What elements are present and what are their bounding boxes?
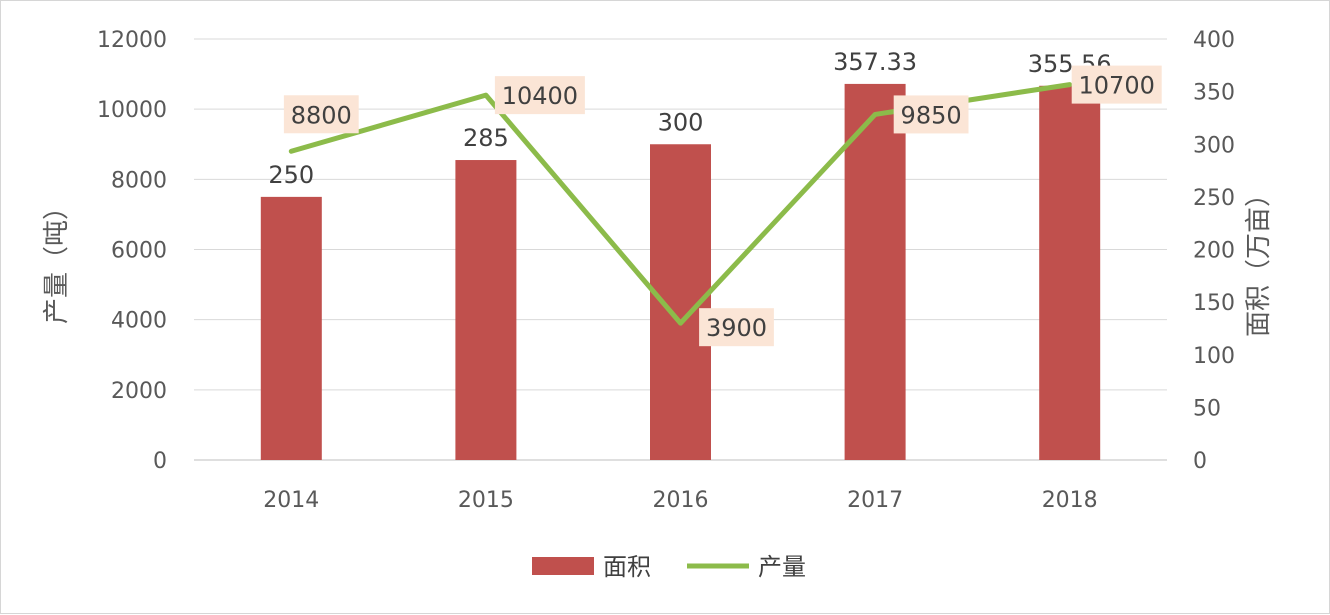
right-tick-label: 350 [1193, 81, 1235, 106]
legend-label-area: 面积 [603, 553, 651, 581]
legend-swatch-area [532, 557, 594, 575]
line-point [289, 149, 293, 153]
line-label-box [283, 95, 359, 134]
legend-label-output: 产量 [758, 553, 806, 581]
right-tick-label: 50 [1193, 396, 1221, 421]
left-tick-label: 12000 [97, 28, 167, 53]
x-tick-label: 2018 [1042, 488, 1098, 513]
right-tick-label: 400 [1193, 28, 1235, 53]
left-tick-label: 4000 [111, 309, 167, 334]
bar-data-label: 250 [268, 161, 314, 189]
x-tick-label: 2017 [847, 488, 903, 513]
right-tick-label: 100 [1193, 344, 1235, 369]
right-axis-title: 面积（万亩） [1244, 181, 1274, 337]
line-point [679, 321, 682, 325]
line-data-label: 10400 [502, 82, 578, 110]
left-tick-label: 10000 [97, 98, 167, 123]
bar [844, 83, 906, 461]
right-tick-label: 200 [1193, 239, 1235, 264]
line-label-box [699, 308, 774, 347]
right-tick-label: 300 [1193, 133, 1235, 158]
line-label-box [494, 76, 585, 115]
left-tick-label: 6000 [111, 239, 167, 264]
bar [455, 160, 517, 460]
x-tick-label: 2014 [263, 488, 319, 513]
right-tick-label: 250 [1193, 186, 1235, 211]
x-tick-label: 2015 [458, 488, 514, 513]
right-tick-label: 0 [1193, 449, 1207, 474]
line-point [873, 112, 877, 116]
right-tick-label: 150 [1193, 291, 1235, 316]
bar [1039, 85, 1101, 460]
line-data-label: 9850 [901, 101, 962, 129]
bar [260, 196, 322, 460]
bar-data-label: 300 [658, 108, 704, 136]
line-point [484, 93, 488, 97]
left-tick-label: 2000 [111, 379, 167, 404]
legend: 面积 产量 [532, 553, 806, 581]
bar-data-label: 357.33 [833, 48, 917, 76]
bar-data-label: 285 [463, 124, 509, 152]
left-tick-label: 0 [153, 449, 167, 474]
line-data-label: 10700 [1079, 72, 1155, 100]
left-tick-label: 8000 [111, 168, 167, 193]
line-point [1068, 83, 1072, 87]
line-data-label: 3900 [706, 314, 767, 342]
line-data-label: 8800 [291, 101, 352, 129]
line-label-box [1071, 65, 1162, 104]
line-label-box [893, 95, 969, 134]
left-axis-title: 产量（吨） [42, 194, 72, 324]
x-tick-label: 2016 [653, 488, 709, 513]
